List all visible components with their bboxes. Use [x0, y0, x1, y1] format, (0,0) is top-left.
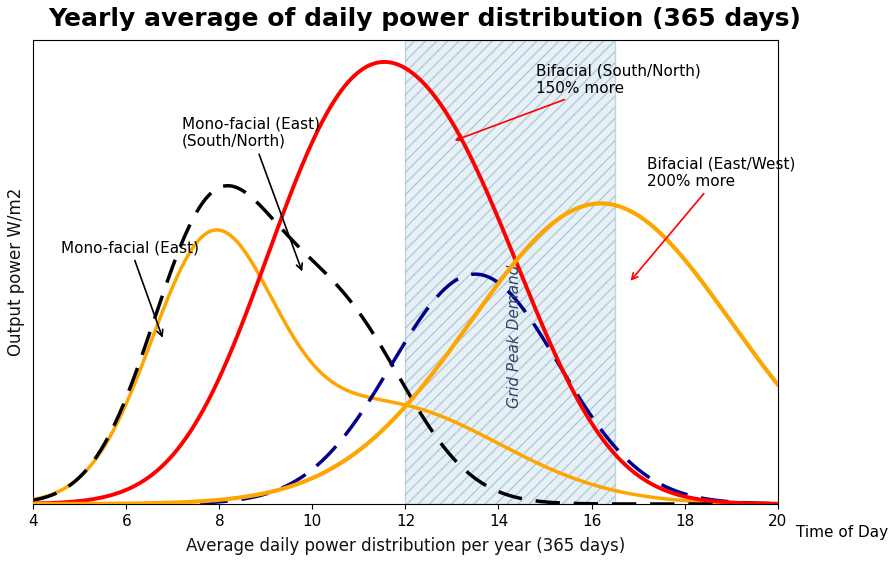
Text: Mono-facial (East)
(South/North): Mono-facial (East) (South/North)	[182, 116, 320, 270]
Text: Yearly average of daily power distribution (365 days): Yearly average of daily power distributi…	[48, 7, 801, 31]
Bar	[406, 40, 615, 504]
Text: Mono-facial (East): Mono-facial (East)	[61, 240, 199, 336]
Text: Grid Peak Demand: Grid Peak Demand	[507, 264, 522, 407]
Bar	[406, 40, 615, 504]
Y-axis label: Output power W/m2: Output power W/m2	[7, 188, 25, 356]
Text: Bifacial (South/North)
150% more: Bifacial (South/North) 150% more	[456, 64, 701, 140]
X-axis label: Average daily power distribution per year (365 days): Average daily power distribution per yea…	[186, 537, 625, 555]
Text: Bifacial (East/West)
200% more: Bifacial (East/West) 200% more	[632, 156, 796, 279]
Text: Time of Day: Time of Day	[797, 525, 889, 540]
